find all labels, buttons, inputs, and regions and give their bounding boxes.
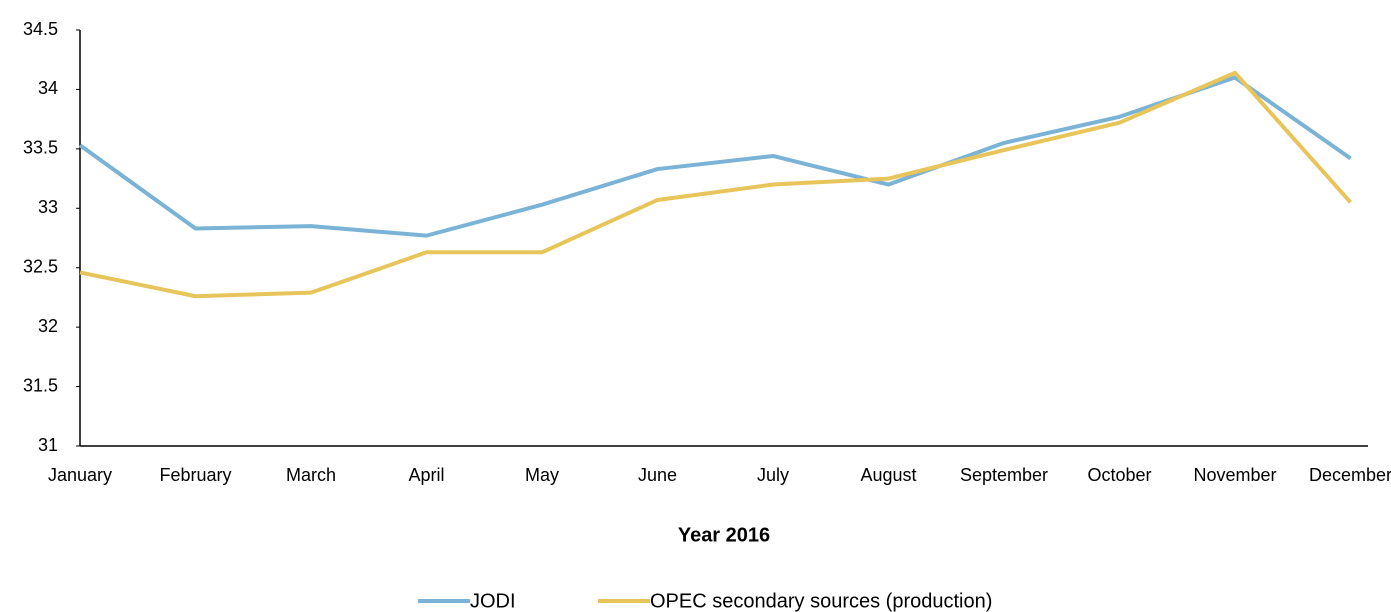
x-tick-label: July	[757, 465, 789, 485]
legend-label: OPEC secondary sources (production)	[650, 590, 992, 612]
y-tick-label: 31.5	[23, 375, 58, 395]
series-line	[79, 70, 1352, 299]
y-tick-label: 31	[38, 435, 58, 455]
x-tick-label: June	[638, 465, 677, 485]
x-tick-label: January	[48, 465, 112, 485]
y-tick-label: 32	[38, 316, 58, 336]
legend-label: JODI	[470, 590, 516, 612]
x-tick-label: February	[159, 465, 231, 485]
series-line	[78, 75, 1352, 238]
y-tick-label: 34.5	[23, 19, 58, 39]
x-tick-label: December	[1309, 465, 1391, 485]
x-tick-label: November	[1193, 465, 1276, 485]
x-axis-title: Year 2016	[678, 524, 770, 546]
y-tick-label: 34	[38, 78, 58, 98]
x-tick-label: September	[960, 465, 1048, 485]
x-tick-label: April	[408, 465, 444, 485]
y-tick-label: 33.5	[23, 138, 58, 158]
y-tick-label: 33	[38, 197, 58, 217]
x-tick-label: May	[525, 465, 559, 485]
x-tick-label: March	[286, 465, 336, 485]
y-tick-label: 32.5	[23, 256, 58, 276]
x-tick-label: October	[1087, 465, 1151, 485]
x-tick-label: August	[860, 465, 916, 485]
